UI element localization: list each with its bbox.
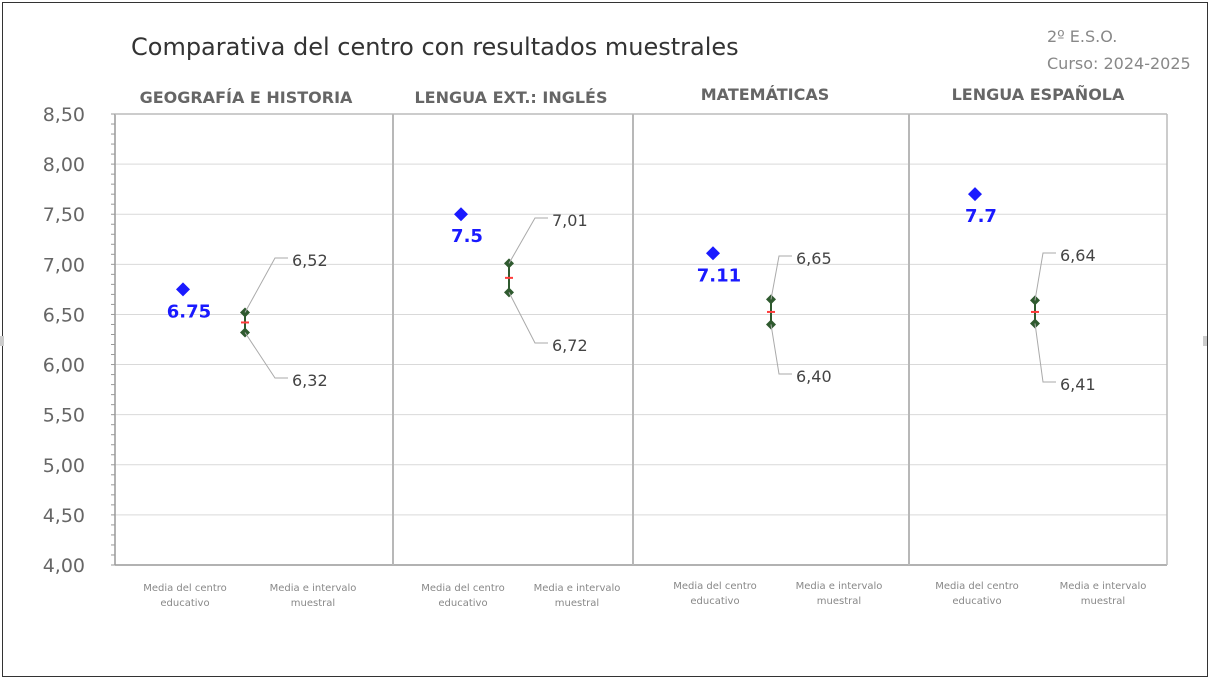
centro-point bbox=[706, 246, 720, 261]
resize-handle-right[interactable] bbox=[1203, 336, 1207, 346]
x-category-label: educativo bbox=[438, 598, 487, 609]
y-tick-label: 8,00 bbox=[43, 154, 85, 176]
x-category-label: educativo bbox=[690, 596, 739, 607]
x-category-label: Media del centro bbox=[673, 581, 757, 592]
upper-bound-label: 6,64 bbox=[1060, 246, 1096, 265]
y-tick-label: 7,00 bbox=[43, 254, 85, 276]
lower-leader-line bbox=[244, 332, 288, 379]
x-category-label: Media e intervalo bbox=[270, 583, 357, 594]
y-tick-label: 8,50 bbox=[43, 104, 85, 126]
centro-value-label: 7.5 bbox=[451, 226, 483, 247]
lower-bound-label: 6,41 bbox=[1060, 375, 1096, 394]
panel-title: GEOGRAFÍA E HISTORIA bbox=[140, 88, 353, 107]
y-tick-label: 4,00 bbox=[43, 555, 85, 577]
upper-leader-line bbox=[1034, 252, 1056, 301]
upper-bound-label: 6,52 bbox=[292, 251, 328, 270]
course-info: 2º E.S.O. Curso: 2024-2025 bbox=[1047, 23, 1191, 77]
x-category-label: Media del centro bbox=[935, 581, 1019, 592]
lower-bound-label: 6,40 bbox=[796, 367, 832, 386]
centro-point bbox=[968, 187, 982, 202]
lower-leader-line bbox=[508, 292, 548, 344]
x-category-label: Media del centro bbox=[143, 583, 227, 594]
upper-leader-line bbox=[508, 217, 548, 264]
x-category-label: Media del centro bbox=[421, 583, 505, 594]
x-category-label: muestral bbox=[1081, 596, 1125, 607]
course-label: Curso: 2024-2025 bbox=[1047, 54, 1191, 73]
panel-title: MATEMÁTICAS bbox=[701, 85, 829, 104]
x-category-label: Media e intervalo bbox=[534, 583, 621, 594]
x-category-label: Media e intervalo bbox=[796, 581, 883, 592]
panel-title: LENGUA EXT.: INGLÉS bbox=[414, 88, 607, 107]
upper-leader-line bbox=[770, 255, 792, 300]
x-category-label: Media e intervalo bbox=[1060, 581, 1147, 592]
x-category-label: educativo bbox=[952, 596, 1001, 607]
y-tick-label: 6,50 bbox=[43, 304, 85, 326]
chart-title: Comparativa del centro con resultados mu… bbox=[131, 33, 739, 61]
y-tick-label: 6,00 bbox=[43, 355, 85, 377]
centro-point bbox=[454, 207, 468, 222]
upper-bound-label: 7,01 bbox=[552, 211, 588, 230]
centro-value-label: 6.75 bbox=[167, 301, 211, 322]
y-tick-label: 7,50 bbox=[43, 204, 85, 226]
x-category-label: muestral bbox=[817, 596, 861, 607]
x-category-label: muestral bbox=[555, 598, 599, 609]
x-category-label: educativo bbox=[160, 598, 209, 609]
level-label: 2º E.S.O. bbox=[1047, 27, 1118, 46]
lower-bound-label: 6,72 bbox=[552, 336, 588, 355]
lower-leader-line bbox=[770, 324, 792, 375]
resize-handle-left[interactable] bbox=[0, 336, 4, 346]
y-tick-label: 4,50 bbox=[43, 505, 85, 527]
y-tick-label: 5,00 bbox=[43, 455, 85, 477]
centro-value-label: 7.7 bbox=[965, 206, 997, 227]
centro-value-label: 7.11 bbox=[697, 265, 741, 286]
lower-bound-label: 6,32 bbox=[292, 371, 328, 390]
centro-point bbox=[176, 282, 190, 297]
panel-title: LENGUA ESPAÑOLA bbox=[952, 85, 1125, 104]
upper-bound-label: 6,65 bbox=[796, 249, 832, 268]
upper-leader-line bbox=[244, 257, 288, 313]
lower-leader-line bbox=[1034, 323, 1056, 383]
y-tick-label: 5,50 bbox=[43, 405, 85, 427]
x-category-label: muestral bbox=[291, 598, 335, 609]
